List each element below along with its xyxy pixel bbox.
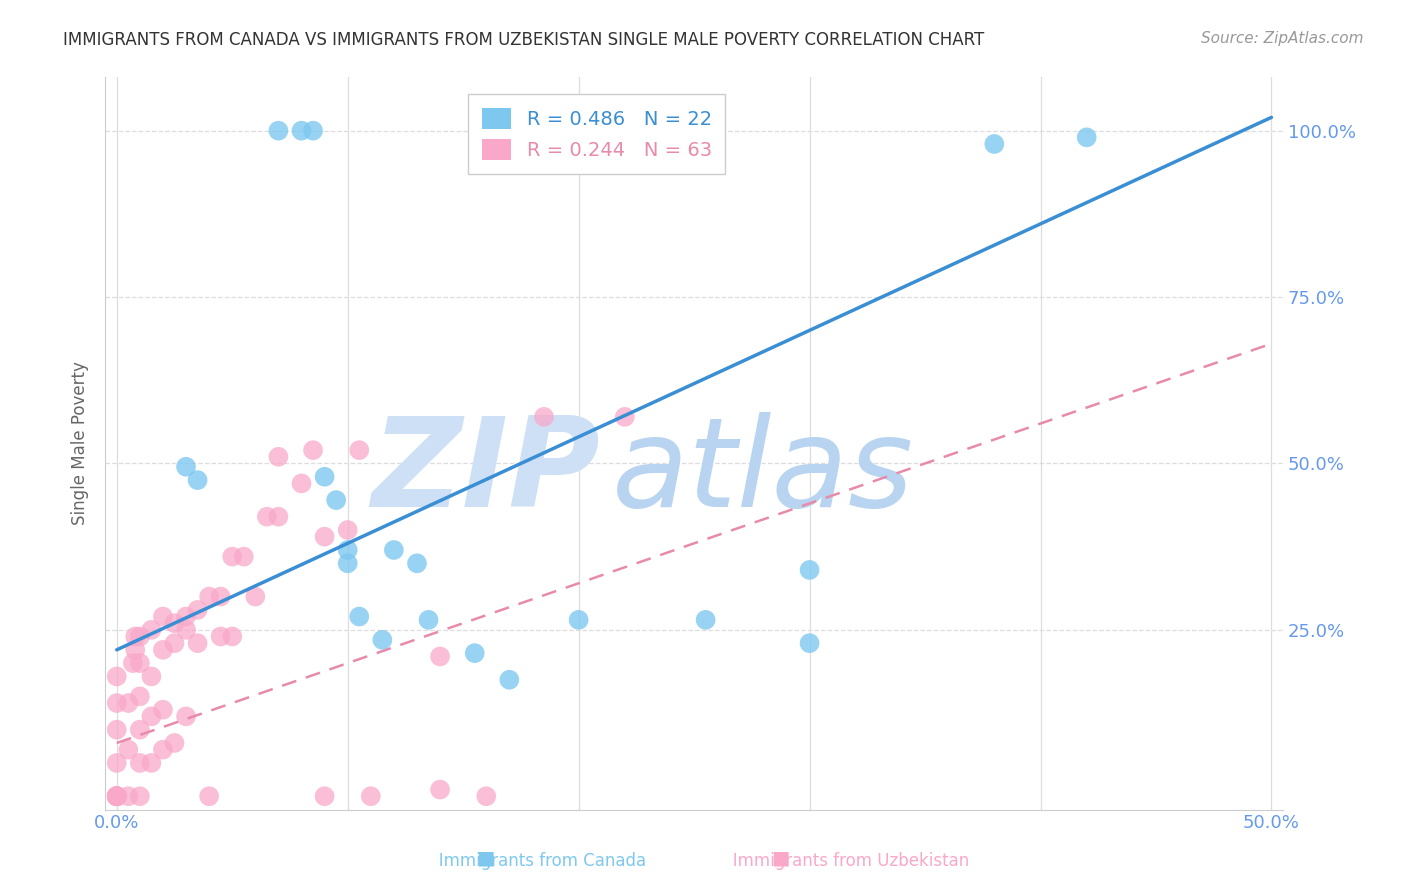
Point xyxy=(141,669,163,683)
Point xyxy=(475,789,498,804)
Point xyxy=(141,709,163,723)
Point xyxy=(141,756,163,770)
Point xyxy=(371,632,394,647)
Point xyxy=(336,556,359,570)
Text: Source: ZipAtlas.com: Source: ZipAtlas.com xyxy=(1201,31,1364,46)
Point xyxy=(128,656,150,670)
Text: ZIP: ZIP xyxy=(371,412,600,533)
Point xyxy=(325,493,347,508)
Point xyxy=(124,630,146,644)
Point xyxy=(198,590,221,604)
Point xyxy=(163,736,186,750)
Point xyxy=(799,563,821,577)
Point xyxy=(128,756,150,770)
Point xyxy=(360,789,382,804)
Point xyxy=(464,646,486,660)
Point xyxy=(302,443,325,458)
Point xyxy=(349,609,371,624)
Point xyxy=(799,636,821,650)
Point xyxy=(152,703,174,717)
Point xyxy=(1076,130,1098,145)
Y-axis label: Single Male Poverty: Single Male Poverty xyxy=(72,361,89,525)
Text: atlas: atlas xyxy=(612,412,914,533)
Point xyxy=(174,609,197,624)
Point xyxy=(349,443,371,458)
Point xyxy=(336,543,359,558)
Point xyxy=(105,723,128,737)
Point xyxy=(245,590,267,604)
Point xyxy=(187,473,209,487)
Text: IMMIGRANTS FROM CANADA VS IMMIGRANTS FROM UZBEKISTAN SINGLE MALE POVERTY CORRELA: IMMIGRANTS FROM CANADA VS IMMIGRANTS FRO… xyxy=(63,31,984,49)
Point xyxy=(174,459,197,474)
Point xyxy=(221,549,243,564)
Point xyxy=(122,656,145,670)
Point xyxy=(105,789,128,804)
Point xyxy=(141,623,163,637)
Point xyxy=(128,723,150,737)
Point xyxy=(152,742,174,756)
Point xyxy=(256,509,278,524)
Point xyxy=(117,696,139,710)
Point xyxy=(187,636,209,650)
Point xyxy=(105,669,128,683)
Point xyxy=(163,636,186,650)
Point xyxy=(302,124,325,138)
Point xyxy=(314,789,336,804)
Point xyxy=(568,613,591,627)
Point xyxy=(105,756,128,770)
Point xyxy=(105,789,128,804)
Point xyxy=(124,642,146,657)
Point xyxy=(314,469,336,483)
Point xyxy=(128,789,150,804)
Legend: R = 0.486   N = 22, R = 0.244   N = 63: R = 0.486 N = 22, R = 0.244 N = 63 xyxy=(468,95,725,174)
Point xyxy=(232,549,254,564)
Point xyxy=(314,530,336,544)
Text: ■: ■ xyxy=(770,848,790,867)
Point xyxy=(174,709,197,723)
Point xyxy=(117,789,139,804)
Point xyxy=(174,623,197,637)
Point xyxy=(105,696,128,710)
Point xyxy=(105,789,128,804)
Point xyxy=(163,616,186,631)
Point xyxy=(533,409,555,424)
Point xyxy=(267,450,290,464)
Point xyxy=(198,789,221,804)
Point xyxy=(117,742,139,756)
Point xyxy=(128,690,150,704)
Point xyxy=(209,590,232,604)
Point xyxy=(983,136,1005,151)
Point xyxy=(187,603,209,617)
Point xyxy=(418,613,440,627)
Point xyxy=(290,124,312,138)
Point xyxy=(267,124,290,138)
Point xyxy=(105,789,128,804)
Point xyxy=(695,613,717,627)
Point xyxy=(498,673,520,687)
Point xyxy=(267,509,290,524)
Text: Immigrants from Uzbekistan: Immigrants from Uzbekistan xyxy=(717,852,970,870)
Point xyxy=(105,789,128,804)
Point xyxy=(336,523,359,537)
Point xyxy=(290,476,312,491)
Text: ■: ■ xyxy=(475,848,495,867)
Point xyxy=(152,642,174,657)
Point xyxy=(429,782,451,797)
Point xyxy=(152,609,174,624)
Point xyxy=(209,630,232,644)
Point xyxy=(105,789,128,804)
Point xyxy=(105,789,128,804)
Point xyxy=(128,630,150,644)
Point xyxy=(105,789,128,804)
Point xyxy=(382,543,405,558)
Point xyxy=(613,409,636,424)
Point xyxy=(221,630,243,644)
Text: Immigrants from Canada: Immigrants from Canada xyxy=(423,852,645,870)
Point xyxy=(429,649,451,664)
Point xyxy=(406,556,429,570)
